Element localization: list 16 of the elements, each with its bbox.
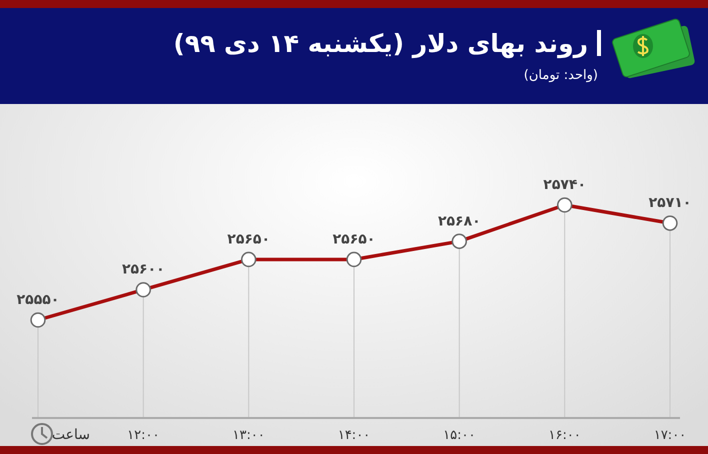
x-tick-label: ۱۶:۰۰ <box>548 428 581 443</box>
x-tick-label: ۱۲:۰۰ <box>127 428 160 443</box>
chart-title: روند بهای دلار (یکشنبه ۱۴ دی ۹۹) <box>173 29 588 59</box>
data-label: ۲۵۷۴۰ <box>543 177 586 193</box>
x-tick-label: ۱۳:۰۰ <box>232 428 265 443</box>
data-label: ۲۵۶۰۰ <box>122 262 165 278</box>
data-label: ۲۵۶۸۰ <box>438 213 481 230</box>
x-tick-label: ۱۴:۰۰ <box>338 428 370 443</box>
data-label: ۲۵۷۱۰ <box>648 195 692 212</box>
x-axis-title: ساعت <box>52 427 90 443</box>
data-label: ۲۵۶۵۰ <box>227 231 270 248</box>
chart-subtitle: (واحد: تومان) <box>524 68 598 83</box>
data-label: ۲۵۵۵۰ <box>16 292 60 308</box>
x-tick-label: ۱۷:۰۰ <box>654 428 686 443</box>
x-tick-label: ۱۵:۰۰ <box>443 428 476 443</box>
data-label: ۲۵۶۵۰ <box>332 231 376 248</box>
